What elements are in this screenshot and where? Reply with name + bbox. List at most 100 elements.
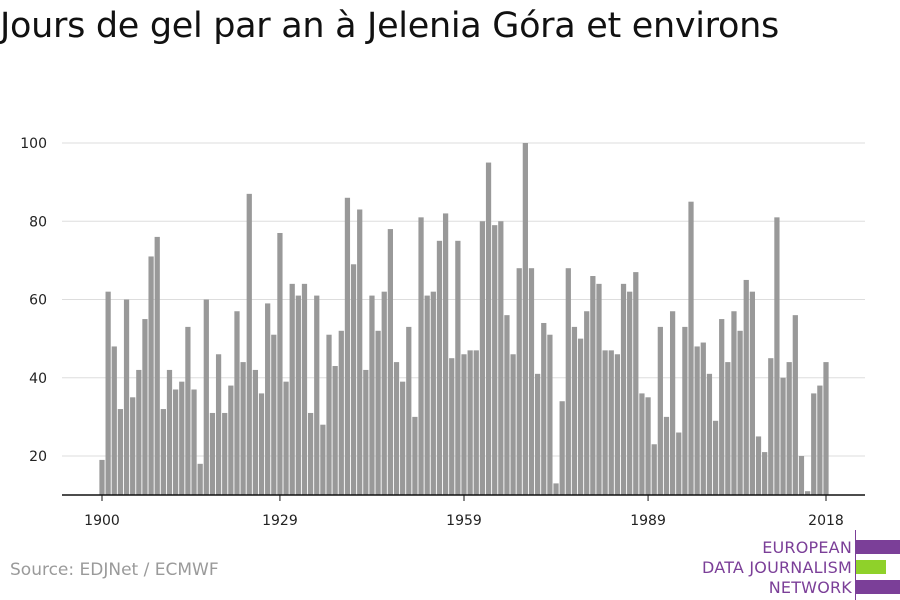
bar-1958 <box>455 240 461 495</box>
bar-1939 <box>338 330 344 495</box>
bar-2017 <box>817 385 823 495</box>
bar-2000 <box>712 420 719 495</box>
bar-1941 <box>350 264 357 495</box>
bar-1992 <box>663 416 670 496</box>
bar-2015 <box>804 491 811 495</box>
bar-1968 <box>516 268 522 495</box>
bar-1974 <box>553 483 559 495</box>
x-tick-label: 1959 <box>446 513 482 529</box>
bar-2014 <box>798 456 805 495</box>
bar-2011 <box>780 377 786 495</box>
bar-1988 <box>639 393 645 495</box>
bar-1972 <box>541 322 547 495</box>
bar-2008 <box>762 452 768 495</box>
bar-1900 <box>99 459 105 495</box>
bar-1963 <box>485 162 492 495</box>
bar-1908 <box>148 256 154 495</box>
logo-bar-purple-bottom <box>856 580 900 594</box>
bar-1943 <box>363 369 369 495</box>
bar-1981 <box>596 283 602 495</box>
bar-2009 <box>768 358 774 495</box>
y-tick-label: 40 <box>29 371 47 387</box>
bar-1901 <box>105 291 111 495</box>
bar-1977 <box>571 326 578 495</box>
bar-1957 <box>449 358 455 495</box>
bar-1996 <box>688 201 694 495</box>
bar-1991 <box>657 326 663 495</box>
bar-1925 <box>252 369 259 495</box>
bar-1995 <box>682 326 688 495</box>
bar-1973 <box>547 334 553 495</box>
bar-1954 <box>430 291 436 495</box>
bar-1929 <box>277 232 283 496</box>
bar-1994 <box>676 432 682 495</box>
bar-1950 <box>406 326 412 495</box>
bar-1962 <box>479 221 486 495</box>
bar-1987 <box>633 272 639 495</box>
bar-1949 <box>400 381 406 495</box>
bar-1932 <box>295 295 301 495</box>
bar-1927 <box>265 303 271 495</box>
bar-1945 <box>375 330 381 495</box>
bar-1915 <box>191 389 197 495</box>
bar-1933 <box>301 283 308 495</box>
bar-1959 <box>461 354 467 495</box>
bar-1960 <box>467 350 473 495</box>
x-tick-label: 2018 <box>808 513 844 529</box>
y-tick-label: 60 <box>29 293 47 309</box>
bar-1917 <box>203 299 209 495</box>
bar-1934 <box>307 412 314 495</box>
bar-1970 <box>528 268 535 495</box>
bar-1956 <box>442 213 449 496</box>
bar-1969 <box>522 143 528 495</box>
logo-line-3: NETWORK <box>768 578 852 597</box>
bar-1985 <box>620 283 627 495</box>
bar-2018 <box>823 362 829 495</box>
bar-2013 <box>792 315 798 495</box>
bar-1907 <box>142 319 148 495</box>
bar-1918 <box>209 412 216 495</box>
bar-1947 <box>387 229 393 495</box>
bar-1903 <box>117 409 124 495</box>
bar-1942 <box>357 209 363 495</box>
bar-1971 <box>535 373 541 495</box>
bar-1926 <box>258 393 265 495</box>
bar-2016 <box>811 393 817 495</box>
bar-2007 <box>755 436 762 495</box>
bar-1952 <box>418 217 424 495</box>
logo-bar-green <box>856 560 886 574</box>
bar-1965 <box>498 221 504 495</box>
bar-1986 <box>627 291 633 495</box>
bar-1976 <box>565 268 571 495</box>
logo-divider <box>855 530 856 600</box>
y-tick-label: 100 <box>20 136 47 152</box>
bar-1980 <box>590 276 596 495</box>
bar-1953 <box>424 295 430 495</box>
bar-1905 <box>130 397 136 495</box>
bar-1961 <box>473 350 479 495</box>
bar-1931 <box>289 283 295 495</box>
bar-1912 <box>173 389 179 495</box>
bar-1936 <box>320 424 326 495</box>
bar-1967 <box>510 354 516 495</box>
chart-title: Jours de gel par an à Jelenia Góra et en… <box>0 6 779 46</box>
bar-1924 <box>246 193 252 496</box>
bar-2003 <box>731 311 737 495</box>
bar-1966 <box>504 315 510 495</box>
bar-2001 <box>719 319 725 495</box>
bar-1998 <box>700 342 706 495</box>
bar-2002 <box>725 362 731 495</box>
bar-1964 <box>492 225 498 495</box>
x-axis-ticks: 1900 1929 1959 1989 2018 <box>84 495 844 529</box>
bar-1937 <box>326 334 332 495</box>
bar-1920 <box>222 412 228 495</box>
bar-1919 <box>215 354 222 495</box>
edjnet-logo: EUROPEAN DATA JOURNALISM NETWORK <box>700 530 900 600</box>
bar-1910 <box>160 409 166 495</box>
bar-1955 <box>436 240 443 495</box>
bar-1930 <box>283 381 289 495</box>
bar-1911 <box>166 369 173 495</box>
bar-1990 <box>651 444 657 495</box>
bar-1946 <box>381 291 387 495</box>
